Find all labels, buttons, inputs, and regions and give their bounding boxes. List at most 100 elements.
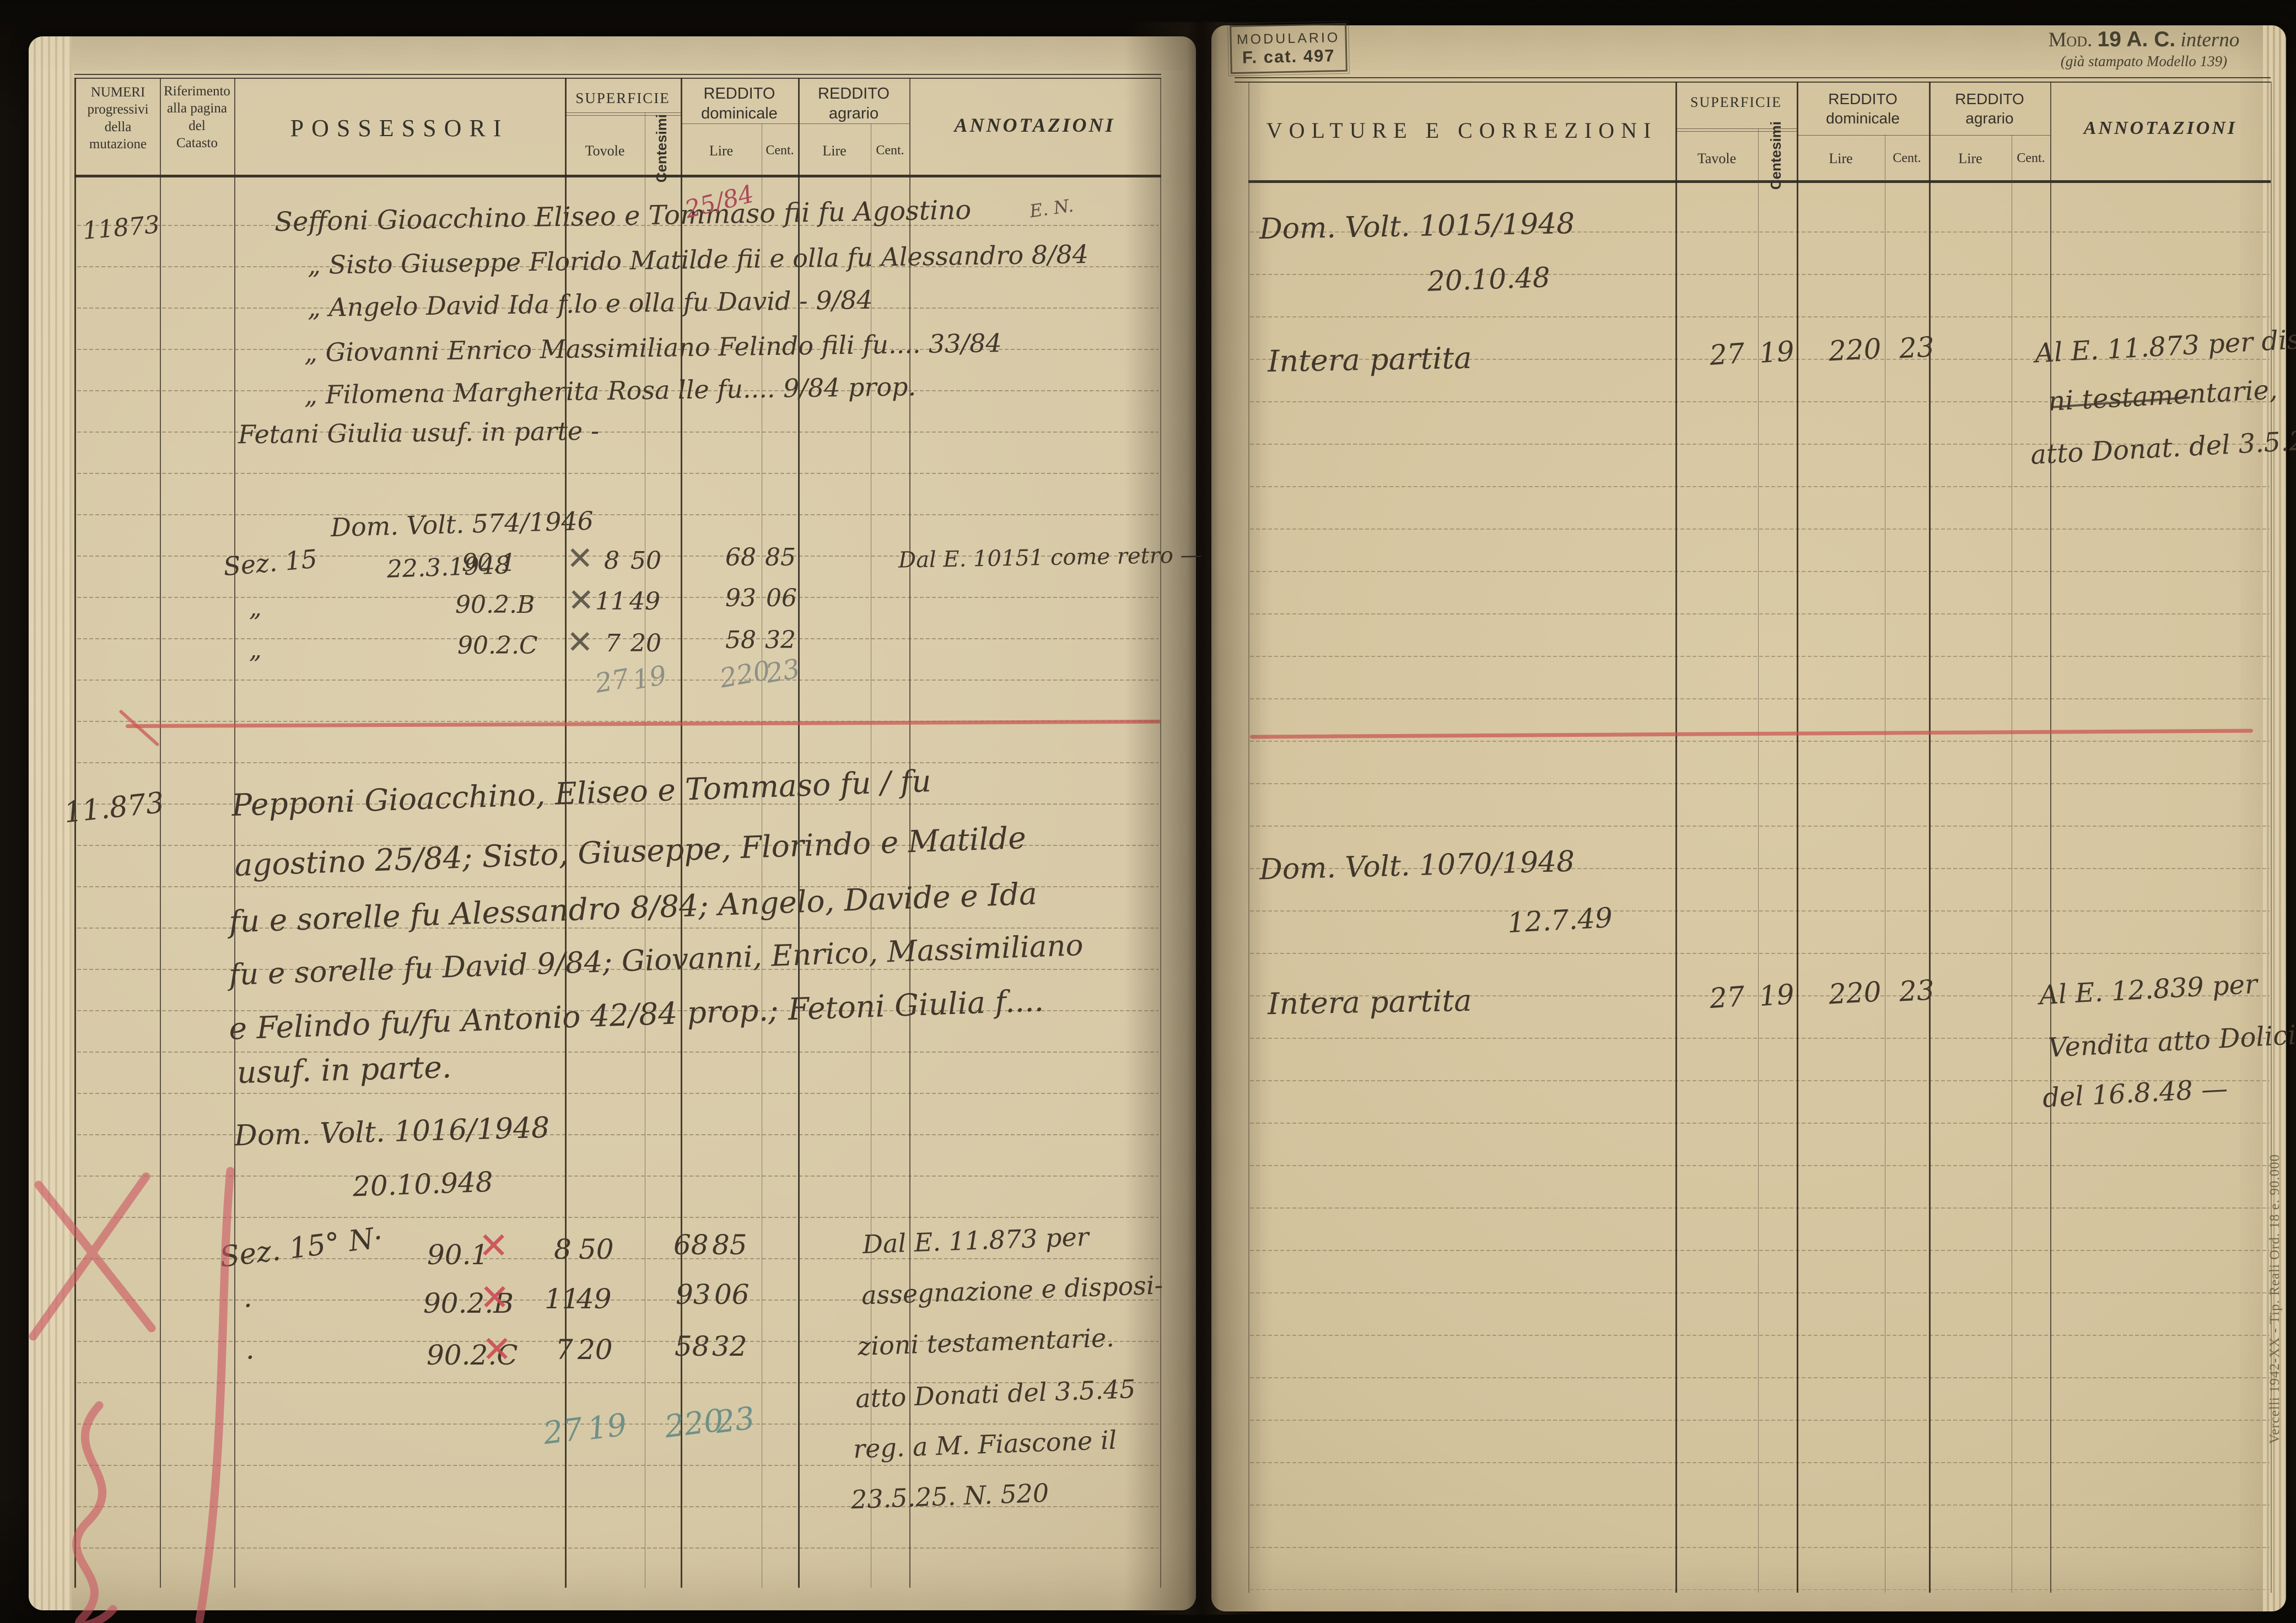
left-superficie-subrule2 xyxy=(565,115,681,116)
left-rule-annot-end xyxy=(1160,78,1161,1588)
col-header-reddito-dominicale: REDDITO dominicale xyxy=(701,85,778,123)
cent-value: 06 xyxy=(714,1279,750,1311)
red-x-mark: ✕ xyxy=(479,1276,510,1319)
cent-value: 23 xyxy=(1898,331,1936,365)
col-header-annotazioni-left: ANNOTAZIONI xyxy=(954,114,1115,136)
left-header-bottom-rule xyxy=(74,175,1161,177)
left-agrario-subrule xyxy=(798,123,909,124)
possessor-line: „ Angelo David Ida f.lo e olla fu David … xyxy=(307,284,873,323)
left-page-deckle-edge xyxy=(29,36,72,1610)
left-rule-numeri xyxy=(160,78,161,1588)
model-prefix: Mod. xyxy=(2048,29,2093,51)
section-ditto: · xyxy=(246,1341,255,1373)
centesimi-value: 50 xyxy=(630,547,661,575)
lire-value: 93 xyxy=(725,584,756,612)
total-cent-pencil: 23 xyxy=(713,1400,757,1441)
col-header-dom-lire-r: Lire xyxy=(1829,150,1853,166)
lire-value: 220 xyxy=(1828,332,1882,368)
parcel-number: 90.2.B xyxy=(423,1287,514,1319)
check-x-mark: ✕ xyxy=(567,623,594,661)
col-header-dom-lire: Lire xyxy=(709,143,734,159)
tavole-value: 11 xyxy=(545,1283,580,1315)
cent-value: 06 xyxy=(766,584,797,612)
lire-value: 58 xyxy=(675,1330,710,1362)
parcel-number: 90.2.B xyxy=(455,591,535,619)
annotation-line: 23.5.25. N. 520 xyxy=(850,1478,1050,1515)
left-rule-dominicale-end xyxy=(798,78,800,1588)
annotation-line: Dal E. 11.873 per xyxy=(862,1221,1090,1260)
model-style: interno xyxy=(2180,29,2240,51)
section-label: Sez. 15 xyxy=(222,543,319,582)
right-rule-agrario-end xyxy=(2050,82,2051,1593)
left-rule-superficie-end xyxy=(681,78,682,1588)
check-x-mark: ✕ xyxy=(567,540,594,577)
tavole-value: 27 xyxy=(1708,980,1746,1015)
right-header-top-rule xyxy=(1235,77,2271,78)
centesimi-value: 49 xyxy=(576,1283,612,1315)
model-subtitle: (già stampato Modello 139) xyxy=(2060,53,2228,69)
partita-label: Intera partita xyxy=(1267,340,1472,379)
model-title: Mod. 19 A. C. interno xyxy=(2001,28,2287,52)
total-cent-pencil: 23 xyxy=(763,653,802,689)
col-header-numeri: NUMERI progressivi della mutazione xyxy=(87,85,149,152)
right-header-top-rule2 xyxy=(1235,82,2271,83)
col-header-possessori: POSSESSORI xyxy=(290,115,509,142)
voltura-date: 20.10.948 xyxy=(352,1166,494,1203)
col-header-agr-cent: Cent. xyxy=(876,143,904,158)
parcel-number: 90.1 xyxy=(462,549,516,577)
tavole-value: 7 xyxy=(556,1334,573,1366)
left-rule-agrario-end xyxy=(909,78,910,1588)
col-header-reddito-agrario-r: REDDITO agrario xyxy=(1955,90,2024,127)
col-header-superficie: SUPERFICIE xyxy=(575,90,670,106)
cent-value: 85 xyxy=(765,543,796,571)
voltura-reference: Dom. Volt. 574/1946 xyxy=(330,505,594,543)
right-page xyxy=(1211,25,2286,1611)
col-header-dom-cent-r: Cent. xyxy=(1893,151,1921,165)
right-rule-tavole-cent xyxy=(1758,128,1759,1593)
col-header-reddito-agrario: REDDITO agrario xyxy=(818,85,890,123)
centesimi-value: 50 xyxy=(579,1233,614,1265)
section-ditto: „ xyxy=(249,636,262,664)
right-rule-outer xyxy=(1248,82,1249,1593)
centesimi-value: 20 xyxy=(578,1334,613,1366)
left-dominicale-subrule xyxy=(681,123,798,124)
col-header-volture: VOLTURE E CORREZIONI xyxy=(1266,118,1658,143)
section-ditto: „ xyxy=(249,594,262,622)
printer-imprint: Vercelli 1942-XX - Tip. Reali Ord. 18 e.… xyxy=(2267,1153,2282,1444)
col-header-annotazioni-right: ANNOTAZIONI xyxy=(2083,118,2238,138)
right-agrario-subrule xyxy=(1929,135,2050,136)
cent-value: 85 xyxy=(712,1229,747,1261)
centesimi-value: 19 xyxy=(1758,978,1796,1013)
total-centesimi-pencil: 19 xyxy=(630,660,669,696)
total-tavole-pencil: 27 xyxy=(541,1411,585,1452)
red-x-mark: ✕ xyxy=(482,1328,513,1371)
col-header-superficie-r: SUPERFICIE xyxy=(1690,94,1782,110)
tavole-value: 8 xyxy=(604,547,619,575)
tavole-value: 11 xyxy=(595,587,626,616)
right-header-bottom-rule xyxy=(1248,180,2271,183)
lire-value: 58 xyxy=(725,626,756,654)
partita-label: Intera partita xyxy=(1267,983,1472,1022)
mutation-number-1: 11873 xyxy=(82,210,161,246)
annotation-small-mark: E. N. xyxy=(1028,195,1075,222)
modulario-stamp: MODULARIO F. cat. 497 xyxy=(1227,20,1350,77)
left-superficie-subrule xyxy=(565,112,681,113)
left-header-top-rule xyxy=(74,74,1161,75)
lire-value: 93 xyxy=(676,1279,711,1311)
model-header: Mod. 19 A. C. interno (già stampato Mode… xyxy=(2001,28,2287,70)
cent-value: 32 xyxy=(712,1330,747,1362)
voltura-date: 12.7.49 xyxy=(1506,902,1614,939)
tavole-value: 27 xyxy=(1708,337,1746,372)
tavole-value: 7 xyxy=(605,629,621,657)
right-rule-annot-end xyxy=(2271,82,2272,1593)
left-rule-riferimento xyxy=(234,78,235,1588)
centesimi-value: 20 xyxy=(630,629,661,657)
centesimi-value: 19 xyxy=(1758,335,1796,370)
voltura-reference: Dom. Volt. 1016/1948 xyxy=(234,1111,550,1153)
usufruct-note: Fetani Giulia usuf. in parte - xyxy=(238,416,600,450)
col-header-tavole: Tovole xyxy=(585,143,625,159)
col-header-centesimi: Centesimi xyxy=(653,114,670,183)
right-dominicale-subrule xyxy=(1797,135,1929,136)
col-header-riferimento: Riferimento alla pagina del Catasto xyxy=(164,84,230,150)
